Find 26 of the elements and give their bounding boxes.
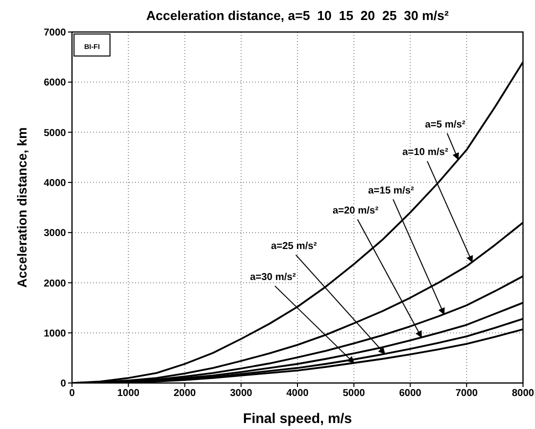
y-tick-label: 3000 bbox=[44, 228, 66, 240]
x-tick-label: 0 bbox=[69, 388, 76, 400]
x-tick-label: 3000 bbox=[230, 388, 253, 400]
annotation: a=15 m/s² bbox=[368, 185, 415, 196]
x-tick-label: 8000 bbox=[512, 388, 535, 400]
y-tick-label: 2000 bbox=[44, 278, 66, 290]
x-tick-label: 5000 bbox=[342, 388, 366, 400]
annotation: a=20 m/s² bbox=[332, 205, 380, 216]
y-axis-title: Acceleration distance, km bbox=[14, 127, 30, 288]
x-tick-label: 4000 bbox=[286, 388, 310, 400]
y-tick-label: 1000 bbox=[44, 328, 66, 340]
x-tick-label: 6000 bbox=[399, 388, 422, 400]
y-tick-label: 0 bbox=[60, 378, 66, 390]
chart-title: Acceleration distance, a=5 10 15 20 25 30 m/s² bbox=[145, 8, 450, 23]
y-tick-label: 6000 bbox=[44, 78, 66, 89]
y-tick-label: 5000 bbox=[44, 128, 66, 139]
x-tick-label: 7000 bbox=[456, 388, 478, 400]
annotation: a=5 m/s² bbox=[425, 119, 466, 130]
x-tick-label: 1000 bbox=[117, 388, 140, 400]
annotation: a=30 m/s² bbox=[250, 272, 296, 283]
x-axis-title: Final speed, m/s bbox=[243, 410, 352, 426]
x-tick-label: 2000 bbox=[174, 388, 196, 400]
annotation: a=10 m/s² bbox=[402, 147, 449, 158]
y-tick-label: 7000 bbox=[44, 28, 66, 39]
annotation: a=25 m/s² bbox=[270, 240, 318, 252]
y-tick-label: 4000 bbox=[44, 178, 66, 189]
